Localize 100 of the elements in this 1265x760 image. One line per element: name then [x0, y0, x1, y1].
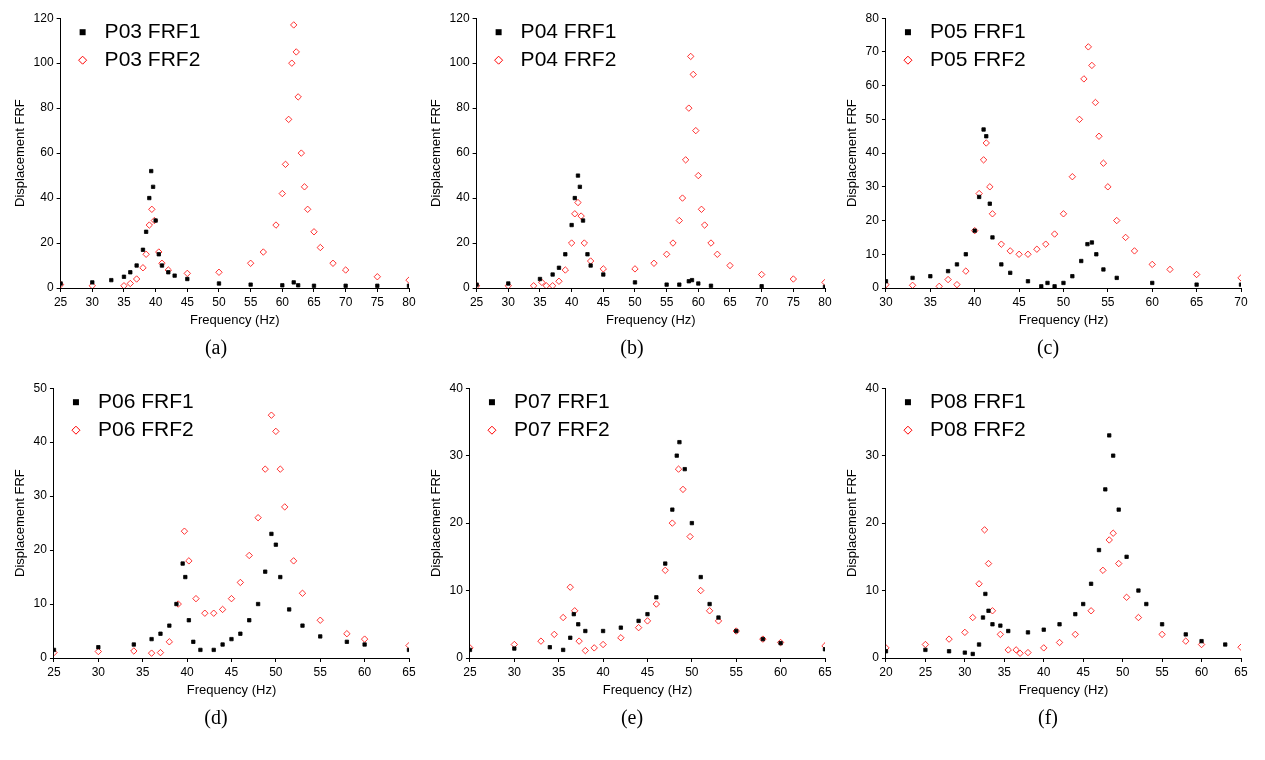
point — [185, 557, 193, 565]
point — [1134, 613, 1143, 622]
point — [1122, 233, 1130, 242]
point — [561, 266, 569, 274]
y-tick-label: 40 — [449, 380, 464, 395]
point — [822, 647, 825, 652]
y-tick-label: 60 — [456, 145, 470, 160]
point — [549, 282, 557, 288]
point — [587, 257, 595, 265]
point — [580, 239, 588, 247]
point — [1091, 98, 1100, 107]
point — [183, 269, 191, 277]
point — [1144, 601, 1149, 607]
point — [928, 274, 933, 279]
point — [165, 638, 173, 646]
point — [1055, 638, 1064, 647]
y-tick-label: 120 — [33, 10, 54, 25]
x-tick-label: 55 — [1101, 294, 1115, 309]
y-tick-label: 20 — [456, 235, 470, 250]
x-tick-label: 55 — [659, 294, 674, 309]
y-tick-label: 0 — [46, 280, 54, 295]
y-tick-label: 30 — [33, 488, 48, 503]
point — [577, 212, 585, 220]
x-axis-title: Frequency (Hz) — [186, 681, 277, 697]
x-tick-label: 40 — [596, 664, 611, 679]
x-tick-label: 70 — [338, 294, 353, 309]
point — [663, 561, 668, 566]
point — [645, 612, 650, 617]
point — [285, 115, 293, 123]
point — [668, 519, 676, 527]
point — [599, 640, 607, 649]
point — [1004, 646, 1012, 654]
y-tick-label: 10 — [865, 246, 880, 261]
x-tick-label: 60 — [691, 294, 706, 309]
point — [300, 623, 305, 628]
point — [1025, 630, 1031, 635]
point — [976, 642, 982, 647]
point — [675, 216, 683, 225]
point — [120, 282, 128, 288]
point — [229, 637, 234, 642]
legend-label: P07 FRF2 — [513, 417, 610, 440]
text: (a) — [204, 336, 228, 359]
point — [674, 465, 683, 473]
point — [631, 265, 639, 273]
point — [180, 561, 185, 566]
y-tick-label: 80 — [865, 10, 880, 25]
x-tick-label: 60 — [1145, 294, 1160, 309]
x-tick-label: 45 — [596, 294, 611, 309]
point — [186, 618, 191, 623]
point — [343, 283, 348, 288]
point — [236, 578, 244, 587]
point — [1024, 250, 1032, 258]
point — [945, 635, 953, 643]
point — [652, 600, 660, 608]
x-tick-label: 65 — [818, 664, 832, 679]
point — [530, 282, 538, 288]
y-tick-label: 0 — [40, 650, 48, 665]
y-tick-label: 40 — [33, 434, 48, 449]
point — [215, 268, 223, 276]
point — [559, 613, 567, 622]
point — [1061, 280, 1066, 286]
legend-label: P04 FRF2 — [520, 47, 617, 70]
x-tick-label: 65 — [307, 294, 321, 309]
point — [677, 282, 682, 287]
point — [1150, 280, 1155, 286]
point — [885, 279, 889, 284]
point — [707, 239, 715, 247]
point — [259, 248, 267, 256]
point — [1033, 245, 1041, 253]
y-tick-label: 10 — [449, 582, 464, 597]
point — [537, 276, 543, 282]
y-tick-label: 100 — [33, 55, 54, 70]
y-tick-label: 80 — [456, 100, 470, 115]
point — [1015, 250, 1023, 258]
x-axis-title: Frequency (Hz) — [602, 681, 693, 697]
point — [311, 283, 317, 288]
point — [172, 273, 177, 278]
point — [298, 589, 307, 597]
point — [1025, 279, 1031, 284]
point — [121, 274, 127, 279]
point — [990, 622, 995, 627]
point — [247, 618, 252, 623]
point — [1103, 487, 1108, 492]
point — [1085, 242, 1090, 247]
y-axis-title: Displacement FRF — [844, 469, 860, 577]
point — [694, 171, 702, 180]
point — [245, 551, 253, 560]
y-tick-label: 20 — [865, 212, 880, 227]
point — [220, 642, 225, 647]
x-tick-label: 50 — [212, 294, 226, 309]
point — [984, 559, 993, 568]
point — [706, 607, 714, 615]
point — [698, 574, 703, 580]
x-tick-label: 30 — [91, 664, 106, 679]
point — [147, 195, 152, 201]
point — [555, 277, 563, 285]
point — [227, 595, 236, 603]
point — [689, 70, 697, 79]
x-axis-title: Frequency (Hz) — [606, 311, 696, 327]
point — [128, 270, 133, 275]
